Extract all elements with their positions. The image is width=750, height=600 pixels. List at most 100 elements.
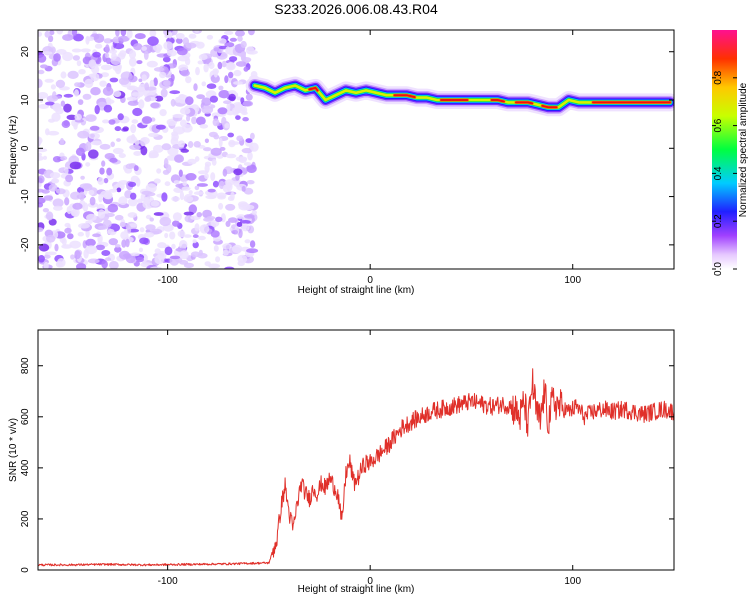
noise-blob — [150, 228, 163, 235]
noise-blob — [218, 90, 230, 99]
ridge-red-core — [393, 94, 416, 99]
noise-blob — [184, 57, 191, 66]
noise-blob — [191, 116, 197, 125]
noise-blob — [67, 70, 79, 79]
noise-blob — [225, 220, 231, 227]
noise-blob — [114, 126, 122, 132]
noise-blob — [175, 37, 183, 44]
noise-blob — [145, 214, 152, 220]
noise-blob — [181, 186, 191, 191]
noise-blob — [90, 140, 103, 146]
ridge-red-core — [515, 101, 534, 105]
noise-blob — [108, 119, 116, 125]
noise-blob — [77, 130, 90, 139]
noise-blob — [126, 30, 133, 39]
noise-blob — [228, 93, 236, 102]
noise-blob — [179, 191, 184, 201]
noise-blob — [99, 143, 111, 150]
noise-blob — [71, 48, 82, 53]
noise-blob — [64, 197, 70, 206]
noise-blob — [177, 230, 186, 238]
noise-blob — [116, 138, 121, 142]
noise-blob — [177, 140, 185, 148]
noise-blob — [141, 74, 147, 82]
noise-blob — [243, 214, 255, 219]
noise-blob — [160, 88, 168, 98]
noise-blob — [245, 138, 253, 144]
noise-blob — [180, 69, 190, 77]
snr-y-axis: 0 200 400 600 800 — [20, 357, 674, 573]
colorbar-axis: 0.0 0.2 0.4 0.6 0.8 — [712, 70, 737, 276]
noise-blob — [241, 147, 253, 154]
noise-blob — [218, 202, 224, 210]
noise-blob — [76, 60, 82, 67]
noise-blob — [235, 173, 240, 181]
noise-blob — [199, 224, 210, 234]
noise-blob — [222, 249, 229, 256]
noise-blob — [88, 149, 99, 159]
noise-blob — [60, 71, 67, 79]
spectrogram-y-label: Frequency (Hz) — [8, 116, 19, 185]
noise-blob — [55, 188, 66, 195]
noise-blob — [118, 153, 126, 159]
noise-blob — [162, 213, 170, 218]
noise-blob — [51, 112, 61, 122]
noise-blob — [197, 170, 209, 175]
noise-blob — [90, 133, 95, 138]
noise-blob — [224, 75, 229, 84]
noise-blob — [83, 249, 89, 259]
noise-blob — [205, 194, 217, 200]
noise-blob — [48, 183, 58, 192]
snr-y-label: SNR (10 * v/v) — [8, 418, 19, 482]
noise-blob — [208, 61, 215, 70]
noise-blob — [74, 89, 79, 97]
noise-blob — [42, 51, 53, 55]
noise-blob — [80, 48, 91, 53]
noise-blob — [127, 197, 138, 207]
noise-blob — [196, 183, 208, 187]
noise-blob — [233, 168, 243, 176]
noise-blob — [210, 172, 216, 181]
noise-blob — [150, 102, 160, 109]
noise-blob — [186, 115, 191, 122]
noise-blob — [103, 177, 109, 184]
noise-blob — [206, 34, 214, 40]
noise-blob — [64, 222, 71, 228]
snr-x-tick-label: -100 — [158, 576, 178, 587]
colorbar-tick-label: 0.2 — [713, 214, 724, 228]
noise-blob — [218, 85, 224, 91]
spectrogram-y-tick-label: 20 — [20, 46, 31, 58]
noise-blob — [45, 101, 55, 106]
noise-blob — [161, 143, 172, 151]
noise-blob — [138, 78, 143, 83]
noise-blob — [133, 151, 142, 156]
noise-blob — [46, 234, 56, 243]
noise-blob — [88, 59, 97, 69]
noise-blob — [112, 147, 124, 155]
noise-blob — [224, 123, 230, 129]
noise-blob — [131, 92, 140, 97]
noise-blob — [54, 243, 59, 252]
noise-blob — [175, 183, 185, 188]
noise-blob — [188, 204, 197, 214]
noise-blob — [178, 169, 183, 177]
noise-blob — [193, 191, 204, 196]
noise-blob — [224, 42, 235, 48]
noise-blob — [42, 155, 48, 160]
noise-blob — [93, 33, 105, 43]
noise-blob — [55, 79, 66, 88]
noise-blob — [116, 187, 122, 193]
noise-blob — [38, 227, 44, 233]
spectrogram-x-tick-label: -100 — [158, 275, 178, 286]
noise-blob — [166, 164, 172, 174]
noise-blob — [147, 36, 159, 46]
noise-blob — [67, 233, 74, 240]
noise-blob — [127, 212, 138, 218]
noise-blob — [180, 148, 189, 153]
noise-blob — [192, 239, 197, 244]
noise-blob — [74, 82, 81, 87]
noise-blob — [216, 192, 227, 199]
spectrogram-y-axis: -20 -10 0 10 20 — [20, 46, 674, 252]
noise-blob — [163, 41, 174, 50]
noise-blob — [38, 148, 48, 153]
